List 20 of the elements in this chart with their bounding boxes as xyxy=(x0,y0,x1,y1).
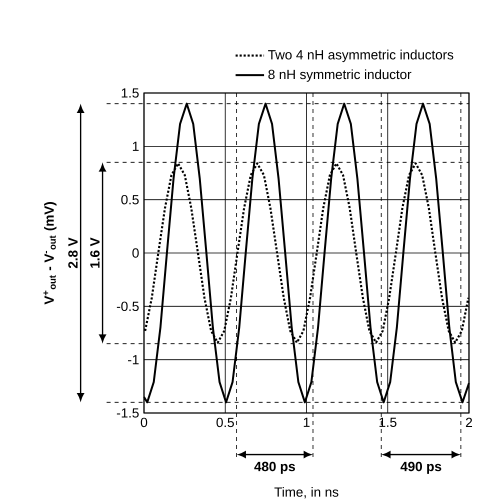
text: 1.6 V xyxy=(90,238,100,268)
legend-label: Two 4 nH asymmetric inductors xyxy=(268,50,454,62)
legend-label: 8 nH symmetric inductor xyxy=(268,69,412,82)
text: 2.8 V xyxy=(68,238,78,268)
x-tick-label: 0 xyxy=(140,418,148,428)
y-axis-title: V$^{+}$$_{out}$ - V$^{-}$$_{out}$ (mV) xyxy=(43,202,56,305)
y-tick-label: -1.5 xyxy=(116,408,139,418)
y-tick-label: 1 xyxy=(132,142,139,151)
y-tick-label: -0.5 xyxy=(116,302,139,312)
y-tick-label: 0.5 xyxy=(121,194,139,204)
x-axis-title: Time, in ns xyxy=(274,486,338,498)
text: 490 ps xyxy=(400,462,442,474)
y-tick-label: 1.5 xyxy=(122,88,139,98)
text: 480 ps xyxy=(254,462,296,474)
x-tick-label: 2 xyxy=(466,418,472,428)
y-tick-label: 0 xyxy=(132,248,139,258)
x-tick-label: 0.5 xyxy=(216,418,234,428)
y-tick-label: -1 xyxy=(128,355,139,364)
x-tick-label: 1.5 xyxy=(379,418,396,428)
x-tick-label: 1 xyxy=(304,418,310,427)
